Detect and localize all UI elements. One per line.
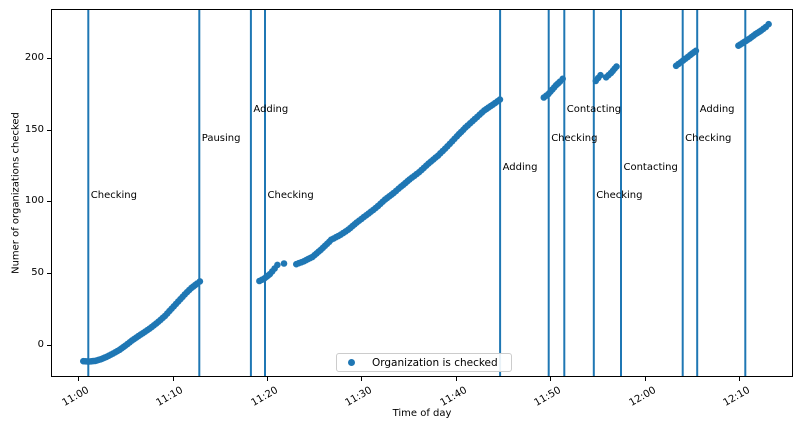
x-tick-label-1210: 12:10 — [721, 384, 753, 409]
scatter-point — [765, 20, 772, 28]
x-tick-mark — [739, 377, 741, 381]
scatter-point — [559, 75, 566, 83]
vline-label-checking-5: Checking — [551, 132, 598, 144]
vline-label-contacting-8: Contacting — [623, 161, 678, 173]
x-tick-mark — [172, 377, 174, 381]
vline-label-contacting-6: Contacting — [566, 104, 622, 116]
x-tick-label-1120: 11:20 — [249, 384, 280, 409]
event-vline-contacting-8 — [620, 10, 622, 376]
vline-label-checking-9: Checking — [685, 132, 732, 144]
event-vline-checking-7 — [592, 10, 595, 376]
event-vline-checking-0 — [87, 10, 90, 376]
event-vline-checking-9 — [681, 10, 684, 376]
vline-label-checking-0: Checking — [90, 190, 137, 202]
vline-label-pausing-1: Pausing — [201, 132, 241, 144]
x-tick-label-1110: 11:10 — [155, 384, 186, 409]
event-vline-checking-3 — [264, 10, 266, 376]
event-vline-checking-5 — [547, 10, 550, 376]
scatter-point — [280, 260, 288, 267]
event-vline-unlabeled-11 — [744, 10, 747, 376]
event-vline-adding-2 — [249, 10, 252, 376]
y-tick-mark — [47, 273, 51, 275]
x-tick-mark — [455, 377, 457, 381]
y-tick-mark — [47, 129, 51, 131]
scatter-point — [496, 96, 504, 103]
x-tick-label-1150: 11:50 — [532, 384, 564, 409]
scatter-plot-canvas — [80, 10, 772, 376]
y-tick-mark — [47, 345, 51, 347]
x-tick-label-1200: 12:00 — [627, 384, 658, 409]
scatter-point — [274, 261, 281, 269]
scatter-point — [692, 47, 700, 55]
plot-area: Checking Pausing Adding Checking Adding Check… — [51, 9, 793, 377]
scatter-point — [196, 278, 204, 285]
y-tick-mark — [47, 57, 51, 59]
x-tick-label-1130: 11:30 — [343, 384, 375, 409]
x-tick-label-1140: 11:40 — [438, 384, 469, 409]
legend-label: Organization is checked — [372, 356, 498, 369]
y-tick-label-200: 200 — [24, 51, 44, 63]
x-axis-label: Time of day — [392, 408, 452, 419]
scatter-point — [613, 63, 620, 70]
event-vline-adding-4 — [499, 10, 502, 376]
y-tick-label-0: 0 — [37, 339, 44, 351]
x-tick-mark — [550, 377, 552, 381]
vline-label-checking-3: Checking — [267, 190, 314, 202]
x-tick-mark — [361, 377, 363, 381]
event-vline-contacting-6 — [563, 10, 566, 376]
x-tick-mark — [266, 377, 268, 381]
y-tick-label-50: 50 — [31, 267, 44, 279]
event-vline-pausing-1 — [198, 10, 201, 376]
legend: Organization is checked — [336, 353, 512, 372]
x-tick-mark — [78, 377, 79, 381]
x-tick-label-1100: 11:00 — [60, 384, 91, 409]
y-tick-label-100: 100 — [24, 195, 44, 207]
y-tick-label-150: 150 — [24, 123, 44, 135]
vline-label-adding-4: Adding — [502, 161, 538, 173]
legend-dot-marker-icon — [348, 359, 355, 366]
y-tick-mark — [47, 201, 51, 203]
vline-label-adding-10: Adding — [699, 104, 735, 116]
event-vline-adding-10 — [696, 10, 699, 376]
vline-label-checking-7: Checking — [596, 190, 643, 202]
x-tick-mark — [644, 377, 646, 381]
vline-label-adding-2: Adding — [253, 104, 289, 116]
scatter-point — [597, 71, 604, 79]
